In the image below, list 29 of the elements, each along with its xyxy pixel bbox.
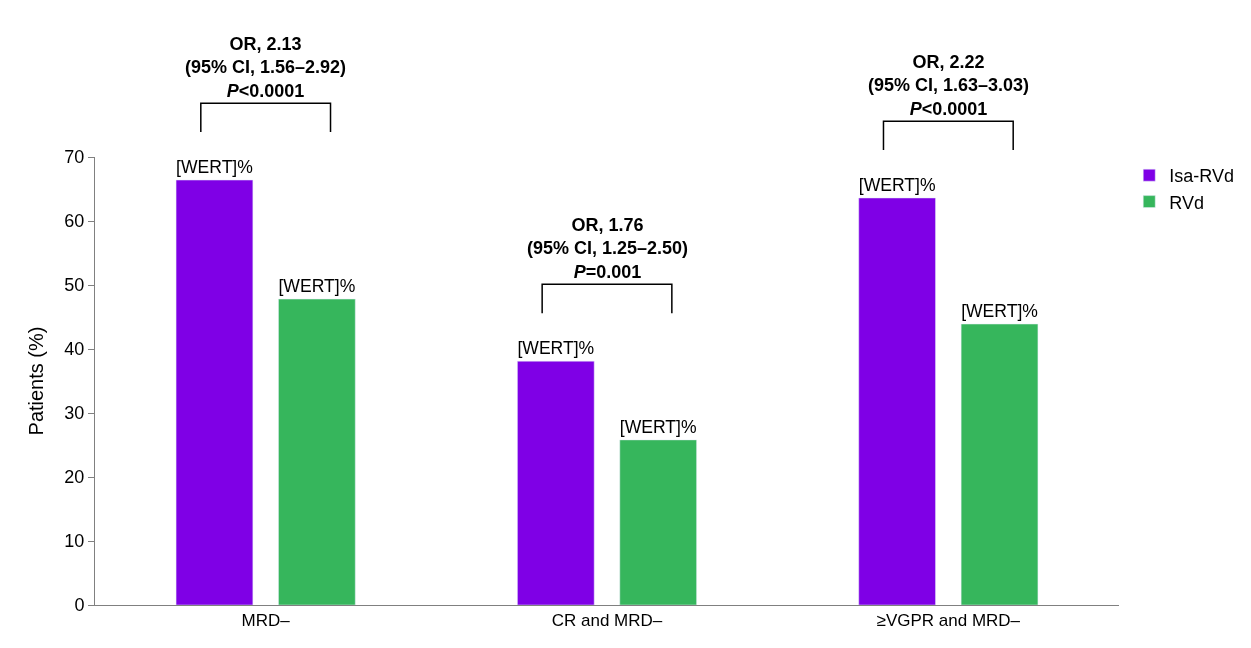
legend-label: Isa-RVd [1169,166,1234,187]
y-tick-label: 30 [64,403,85,424]
data-label: [WERT]% [278,276,356,297]
y-tick-label: 10 [64,531,85,552]
x-tick-label: ≥VGPR and MRD– [876,611,1021,631]
data-label: [WERT]% [619,416,697,437]
data-label: [WERT]% [858,175,936,196]
data-label: [WERT]% [517,338,595,359]
text: OR, 2.22 (95% CI, 1.63–3.03) P<0.0001 [868,52,1030,119]
bar [517,360,595,605]
y-tick-label: 20 [64,467,85,488]
bar [960,323,1039,605]
y-axis-title: Patients (%) [24,326,47,436]
data-label: [WERT]% [176,157,253,178]
legend-label: RVd [1169,192,1204,213]
x-tick-label: CR and MRD– [551,611,663,631]
x-tick-label: MRD– [241,611,291,631]
text: OR, 2.13 (95% CI, 1.56–2.92) P<0.0001 [185,34,347,101]
y-tick-label: 0 [74,595,85,616]
bar [278,298,356,605]
y-tick-label: 60 [64,211,85,232]
data-label: [WERT]% [961,301,1038,322]
bar [175,179,254,605]
y-tick-label: 50 [64,275,85,296]
y-tick-label: 40 [64,339,85,360]
bar [619,439,697,605]
bar [858,197,936,605]
y-tick-label: 70 [64,147,85,168]
annotation: OR, 1.76 (95% CI, 1.25–2.50) P=0.001 [527,215,689,282]
